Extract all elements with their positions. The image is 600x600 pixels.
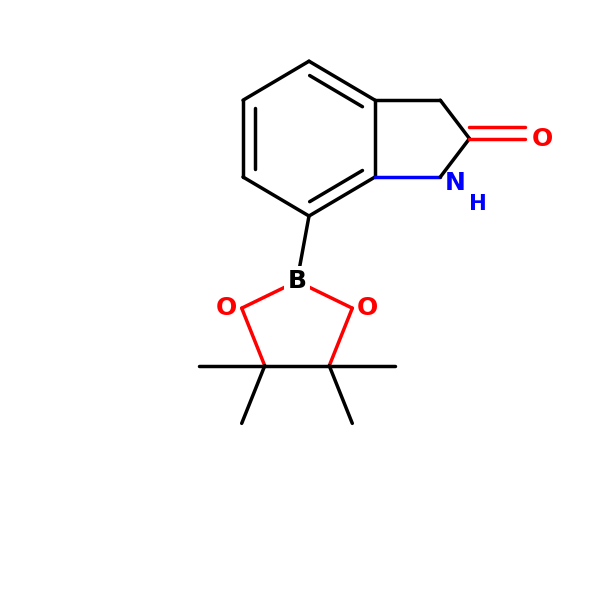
Text: N: N bbox=[445, 171, 466, 195]
Text: H: H bbox=[469, 194, 487, 214]
Text: O: O bbox=[216, 296, 238, 320]
Text: B: B bbox=[287, 269, 307, 293]
Text: O: O bbox=[532, 127, 553, 151]
Text: O: O bbox=[356, 296, 378, 320]
